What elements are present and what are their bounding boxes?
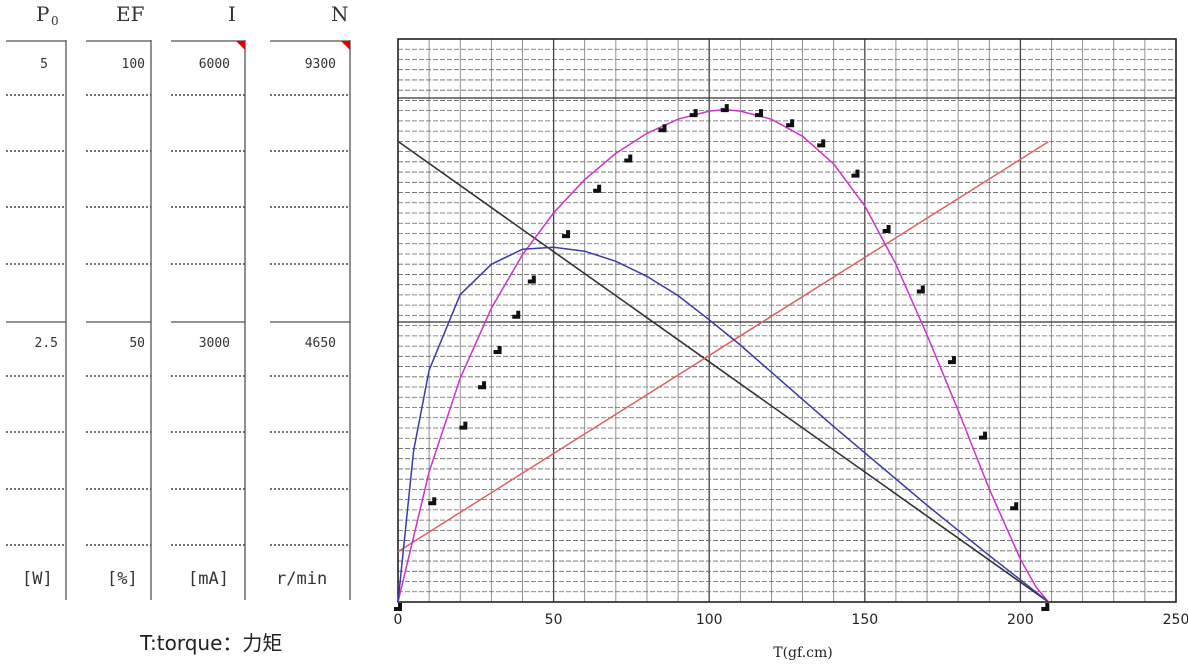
- efficiency-data-point: [428, 497, 437, 506]
- chart-series: [397, 108, 1049, 603]
- mid-value-n: 4650: [305, 336, 336, 351]
- torque-footnote: T:torque：力矩: [139, 631, 282, 655]
- scale-svg: P 0 EF I N 5 100 6000 9300 2.5 50 3000 4…: [6, 2, 351, 655]
- scale-panel: P 0 EF I N 5 100 6000 9300 2.5 50 3000 4…: [0, 0, 380, 666]
- unit-ef: [%]: [107, 569, 138, 589]
- output-power-curve: [397, 246, 1049, 603]
- efficiency-data-point: [1010, 502, 1019, 511]
- efficiency-data-point: [527, 275, 536, 284]
- top-value-i: 6000: [199, 57, 230, 72]
- efficiency-data-point: [817, 139, 826, 148]
- efficiency-data-point: [624, 154, 633, 163]
- x-tick-label: 50: [545, 612, 563, 628]
- header-p0: P: [36, 2, 49, 26]
- scale-solid-rows: [6, 40, 350, 323]
- chart-markers: [394, 104, 1050, 612]
- efficiency-curve: [397, 108, 1049, 603]
- efficiency-data-point: [1041, 603, 1050, 612]
- x-tick-label: 150: [851, 612, 878, 628]
- speed-curve: [397, 140, 1049, 603]
- efficiency-data-point: [512, 310, 521, 319]
- x-axis-label: T(gf.cm): [773, 645, 832, 661]
- efficiency-data-point: [754, 109, 763, 118]
- plot-frame: [397, 38, 1177, 603]
- efficiency-data-point: [851, 169, 860, 178]
- x-tick-label: 200: [1007, 612, 1034, 628]
- efficiency-data-point: [478, 381, 487, 390]
- marker-n: [341, 41, 350, 50]
- top-value-n: 9300: [305, 57, 336, 72]
- efficiency-data-point: [882, 225, 891, 234]
- x-tick-label: 250: [1163, 612, 1188, 628]
- mid-value-i: 3000: [199, 336, 230, 351]
- x-tick-label: 0: [394, 612, 403, 628]
- efficiency-data-point: [658, 124, 667, 133]
- efficiency-data-point: [979, 431, 988, 440]
- efficiency-data-point: [720, 104, 729, 113]
- header-p0-subscript: 0: [51, 14, 59, 28]
- efficiency-data-point: [947, 356, 956, 365]
- unit-n: r/min: [276, 569, 327, 589]
- top-value-ef: 100: [122, 57, 145, 72]
- efficiency-data-point: [786, 119, 795, 128]
- header-ef: EF: [116, 2, 145, 26]
- efficiency-data-point: [394, 603, 402, 612]
- marker-i: [236, 41, 245, 50]
- efficiency-data-point: [916, 285, 925, 294]
- unit-i: [mA]: [188, 569, 229, 589]
- mid-value-ef: 50: [129, 336, 145, 351]
- header-n: N: [331, 2, 349, 26]
- efficiency-data-point: [562, 230, 571, 239]
- efficiency-data-point: [493, 346, 502, 354]
- header-i: I: [228, 2, 236, 26]
- top-value-p0: 5: [40, 57, 48, 72]
- x-tick-labels: 0 50 100 150 200 250: [394, 612, 1188, 628]
- efficiency-data-point: [459, 421, 468, 430]
- efficiency-data-point: [593, 184, 602, 193]
- unit-p0: [W]: [22, 569, 53, 589]
- efficiency-data-point: [689, 109, 698, 118]
- mid-value-p0: 2.5: [35, 336, 58, 351]
- x-tick-label: 100: [696, 612, 723, 628]
- scale-dotted-rows: [6, 94, 350, 546]
- current-curve: [397, 141, 1049, 553]
